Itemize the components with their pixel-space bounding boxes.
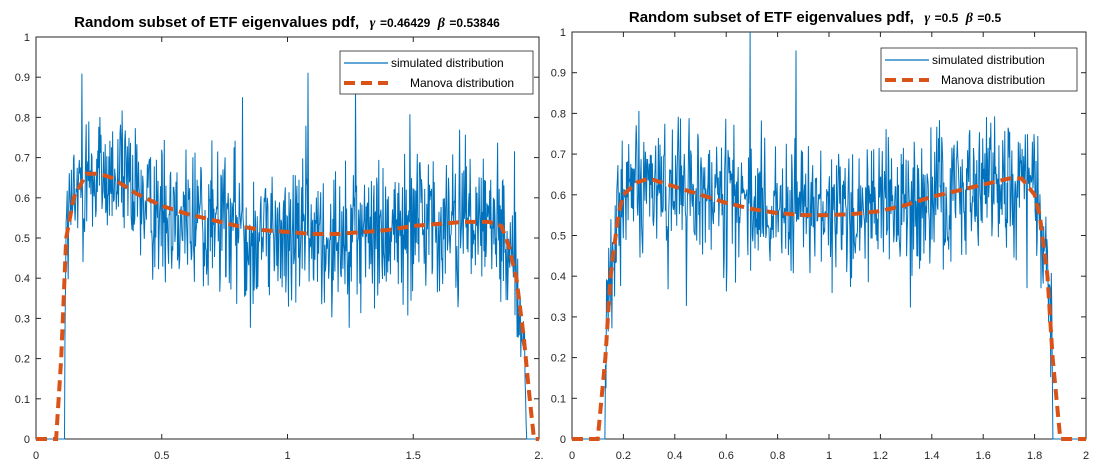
legend-label-simulated: simulated distribution xyxy=(391,56,504,70)
y-tick-label: 0.6 xyxy=(551,190,566,202)
x-tick-label: 0.5 xyxy=(154,450,169,462)
chart-left-title: Random subset of ETF eigenvalues pdf, γ … xyxy=(74,14,500,31)
y-tick-label: 0.3 xyxy=(551,312,566,324)
x-tick-label: 1.5 xyxy=(406,450,421,462)
x-tick-label: 0.6 xyxy=(719,450,734,462)
chart-right-series xyxy=(572,31,1086,441)
y-tick-label: 0.5 xyxy=(15,233,30,245)
y-tick-label: 0.1 xyxy=(551,393,566,405)
legend-label-manova: Manova distribution xyxy=(410,76,514,90)
x-tick-label: 2 xyxy=(1083,450,1089,462)
y-tick-label: 0.9 xyxy=(551,68,566,80)
y-tick-label: 0.6 xyxy=(15,193,30,205)
x-tick-label: 1 xyxy=(284,450,290,462)
chart-left-ticks: 0 0.1 0.2 0.3 0.4 0.5 0.6 0.7 0.8 0.9 1 0 0.5 1 1.5 2. xyxy=(15,32,544,462)
x-tick-label: 1 xyxy=(826,450,832,462)
chart-right-legend-box xyxy=(880,47,1078,92)
x-tick-label: 2. xyxy=(534,450,543,462)
x-tick-label: 1.6 xyxy=(976,450,991,462)
y-tick-label: 0 xyxy=(24,434,30,446)
series-manova-line xyxy=(36,171,539,441)
y-tick-label: 0.5 xyxy=(551,231,566,243)
chart-left-series xyxy=(36,72,539,441)
chart-right-plot-area xyxy=(571,31,1087,440)
x-tick-label: 0 xyxy=(569,450,575,462)
chart-left-legend: simulated distribution Manova distributi… xyxy=(339,50,534,95)
chart-right-title: Random subset of ETF eigenvalues pdf, γ … xyxy=(629,9,1002,26)
y-tick-label: 0.8 xyxy=(15,112,30,124)
y-tick-label: 0.8 xyxy=(551,108,566,120)
chart-left-legend-box xyxy=(339,50,534,95)
series-simulated-line xyxy=(36,72,539,440)
y-tick-label: 0.9 xyxy=(15,72,30,84)
y-tick-label: 0.4 xyxy=(551,271,566,283)
y-tick-label: 1 xyxy=(24,32,30,44)
y-tick-label: 0.3 xyxy=(15,313,30,325)
y-tick-label: 0.4 xyxy=(15,273,30,285)
x-tick-label: 1.4 xyxy=(924,450,939,462)
chart-left: Random subset of ETF eigenvalues pdf, γ … xyxy=(15,14,544,462)
x-tick-label: 0.4 xyxy=(667,450,682,462)
y-tick-label: 0.7 xyxy=(15,153,30,165)
x-tick-label: 0 xyxy=(33,450,39,462)
legend-label-simulated: simulated distribution xyxy=(932,53,1045,67)
series-simulated-line xyxy=(572,31,1086,440)
y-tick-label: 0.2 xyxy=(551,353,566,365)
x-tick-label: 1.8 xyxy=(1027,450,1042,462)
y-tick-label: 0 xyxy=(560,434,566,446)
x-tick-label: 0.2 xyxy=(616,450,631,462)
chart-right-legend: simulated distribution Manova distributi… xyxy=(880,47,1078,92)
x-tick-label: 1.2 xyxy=(873,450,888,462)
y-tick-label: 0.7 xyxy=(551,149,566,161)
chart-right-ticks: 0 0.1 0.2 0.3 0.4 0.5 0.6 0.7 0.8 0.9 1 0 0.2 0.4 0.6 0… xyxy=(551,27,1089,462)
legend-label-manova: Manova distribution xyxy=(941,73,1045,87)
y-tick-label: 0.2 xyxy=(15,354,30,366)
y-tick-label: 0.1 xyxy=(15,394,30,406)
x-tick-label: 0.8 xyxy=(770,450,785,462)
chart-right: Random subset of ETF eigenvalues pdf, γ … xyxy=(551,9,1089,462)
y-tick-label: 1 xyxy=(560,27,566,39)
